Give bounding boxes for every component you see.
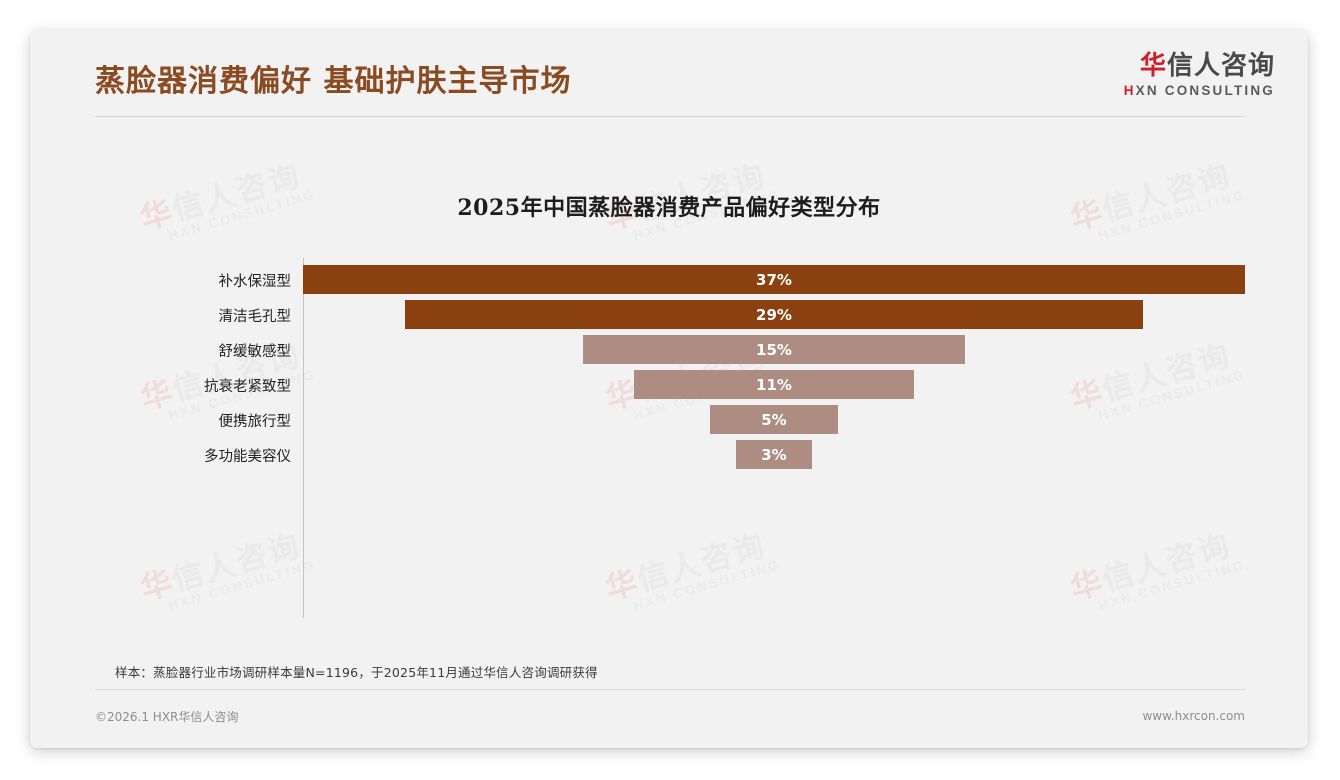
- bar-category-label: 补水保湿型: [218, 274, 292, 290]
- bar-row: 多功能美容仪 3%: [204, 440, 1245, 475]
- bar: 15%: [583, 335, 965, 364]
- bar: 37%: [303, 265, 1245, 294]
- brand-logo-cn-rest: 信人咨询: [1166, 51, 1275, 81]
- chart-block: 2025年中国蒸脸器消费产品偏好类型分布 补水保湿型 37% 清洁毛孔型 29% 舒缓敏…: [30, 138, 1308, 638]
- bar: 3%: [735, 440, 813, 469]
- copyright-text: ©2026.1 HXR华信人咨询: [95, 709, 239, 724]
- source-note: 样本：蒸脸器行业市场调研样本量N=1196，于2025年11月通过华信人咨询调研…: [115, 665, 598, 680]
- bar-category-label: 清洁毛孔型: [218, 309, 292, 325]
- bar-row: 补水保湿型 37%: [219, 265, 1245, 300]
- bar-row: 便携旅行型 5%: [219, 405, 1245, 440]
- bar-value-label: 3%: [761, 445, 787, 464]
- bar-row: 清洁毛孔型 29%: [219, 300, 1245, 335]
- chart-title: 2025年中国蒸脸器消费产品偏好类型分布: [457, 195, 881, 221]
- brand-logo: 华信人咨询 HXN CONSULTING: [1124, 52, 1275, 98]
- bar-category-label: 便携旅行型: [218, 414, 292, 430]
- bar-value-label: 15%: [756, 340, 792, 359]
- page-title: 蒸脸器消费偏好 基础护肤主导市场: [95, 64, 572, 99]
- bar-value-label: 37%: [756, 270, 792, 289]
- slide-card: 华信人咨询 HXN CONSULTING 华信人咨询 HXN CONSULTING 华信…: [30, 30, 1308, 748]
- bar-category-label: 舒缓敏感型: [218, 344, 292, 360]
- brand-logo-en: HXN CONSULTING: [1124, 83, 1275, 98]
- bar: 11%: [633, 370, 915, 399]
- brand-logo-en-rest: XN CONSULTING: [1135, 82, 1275, 98]
- bar-value-label: 11%: [756, 375, 792, 394]
- bar-category-label: 多功能美容仪: [204, 449, 291, 465]
- header-divider: [95, 116, 1245, 117]
- category-axis-line: [303, 258, 304, 618]
- chart-plot-area: 补水保湿型 37% 清洁毛孔型 29% 舒缓敏感型 15% 抗衰老紧致型 11% 便携旅行型 5%…: [95, 258, 1245, 628]
- bar: 5%: [710, 405, 838, 434]
- source-divider: [95, 689, 1245, 690]
- bar-row: 舒缓敏感型 15%: [219, 335, 1245, 370]
- brand-logo-en-accent: H: [1123, 82, 1136, 98]
- brand-logo-cn-accent: 华: [1139, 51, 1167, 81]
- brand-logo-cn: 华信人咨询: [1124, 52, 1275, 81]
- slide-footer: ©2026.1 HXR华信人咨询 www.hxrcon.com: [95, 706, 1245, 726]
- bar-category-label: 抗衰老紧致型: [204, 379, 291, 395]
- bar-series: 补水保湿型 37% 清洁毛孔型 29% 舒缓敏感型 15% 抗衰老紧致型 11% 便携旅行型 5%…: [204, 265, 1245, 475]
- website-link[interactable]: www.hxrcon.com: [1142, 709, 1245, 723]
- source-note-block: 样本：蒸脸器行业市场调研样本量N=1196，于2025年11月通过华信人咨询调研…: [95, 662, 1245, 690]
- bar: 29%: [404, 300, 1144, 329]
- bar-row: 抗衰老紧致型 11%: [204, 370, 1245, 405]
- bar-value-label: 5%: [761, 410, 787, 429]
- bar-value-label: 29%: [756, 305, 792, 324]
- slide-header: 蒸脸器消费偏好 基础护肤主导市场 华信人咨询 HXN CONSULTING: [30, 30, 1308, 138]
